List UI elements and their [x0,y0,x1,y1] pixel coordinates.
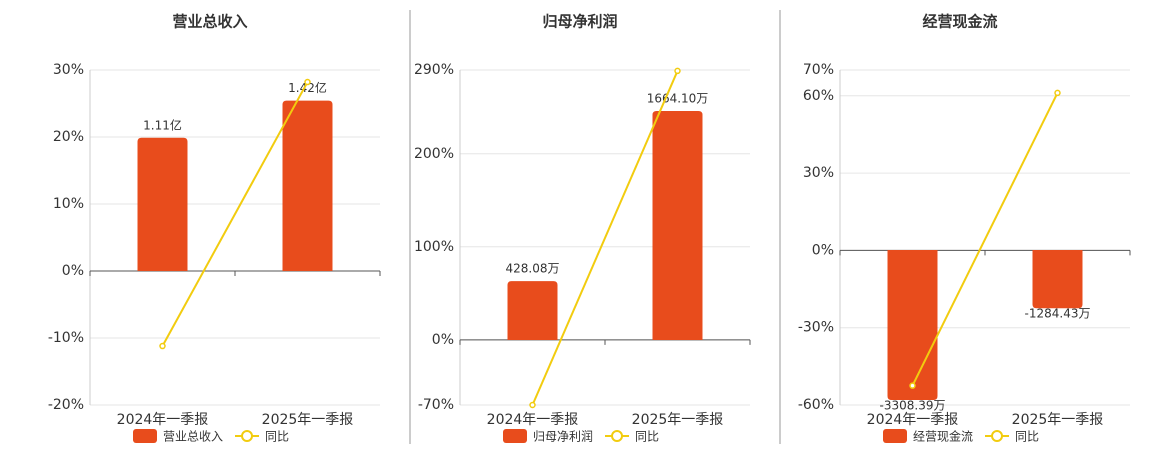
y-tick-label: -10% [48,330,84,346]
legend-label: 营业总收入 [163,430,223,444]
line [531,70,679,406]
legend-label: 同比 [635,430,659,444]
y-tick-label: -70% [418,397,454,413]
legend-swatch [883,429,907,443]
data-label: -3308.39万 [880,398,946,412]
y-tick-label: -60% [798,397,834,413]
line-point [909,382,916,389]
legend-swatch [241,430,254,442]
x-tick-label: 2024年一季报 [867,412,959,428]
line-point [674,67,681,75]
line-point [304,78,311,86]
data-label: -1284.43万 [1025,307,1091,321]
legend-label: 归母净利润 [533,430,593,444]
legend-swatch [611,430,624,442]
bar [282,100,333,271]
bar [652,111,703,341]
bar [1032,249,1083,309]
y-tick-label: -30% [798,320,834,336]
data-label: 428.08万 [506,262,560,276]
x-tick-label: 2025年一季报 [1012,412,1104,428]
line-point [1054,89,1061,97]
chart-title: 营业总收入 [172,13,247,31]
y-tick-label: 100% [414,239,454,255]
legend-swatch [503,429,527,443]
y-tick-label: -20% [48,397,84,413]
bar [137,137,188,271]
y-tick-label: 30% [803,165,834,181]
data-label: 1664.10万 [647,92,709,106]
y-tick-label: 70% [803,62,834,78]
data-label: 1.42亿 [288,80,327,95]
legend-label: 经营现金流 [913,429,973,444]
y-tick-label: 200% [414,146,454,162]
bar [887,249,938,400]
x-tick-label: 2025年一季报 [632,412,724,428]
x-tick-label: 2025年一季报 [262,412,354,428]
line [161,81,309,347]
y-tick-label: 30% [53,62,84,78]
line-point [529,401,536,409]
chart-title: 归母净利润 [542,13,617,31]
y-tick-label: 0% [62,263,84,279]
legend-swatch [133,429,157,443]
y-tick-label: 10% [53,196,84,212]
y-tick-label: 60% [803,88,834,104]
bar [507,281,558,341]
x-tick-label: 2024年一季报 [487,412,579,428]
legend-swatch [991,430,1004,442]
y-tick-label: 20% [53,129,84,145]
y-tick-label: 0% [432,332,454,348]
legend-label: 同比 [265,430,289,444]
y-tick-label: 290% [414,62,454,78]
data-label: 1.11亿 [143,117,182,132]
line [911,92,1059,387]
legend-label: 同比 [1015,430,1039,444]
y-tick-label: 0% [812,242,834,258]
chart-title: 经营现金流 [922,13,997,31]
line-point [159,342,166,350]
x-tick-label: 2024年一季报 [117,412,209,428]
